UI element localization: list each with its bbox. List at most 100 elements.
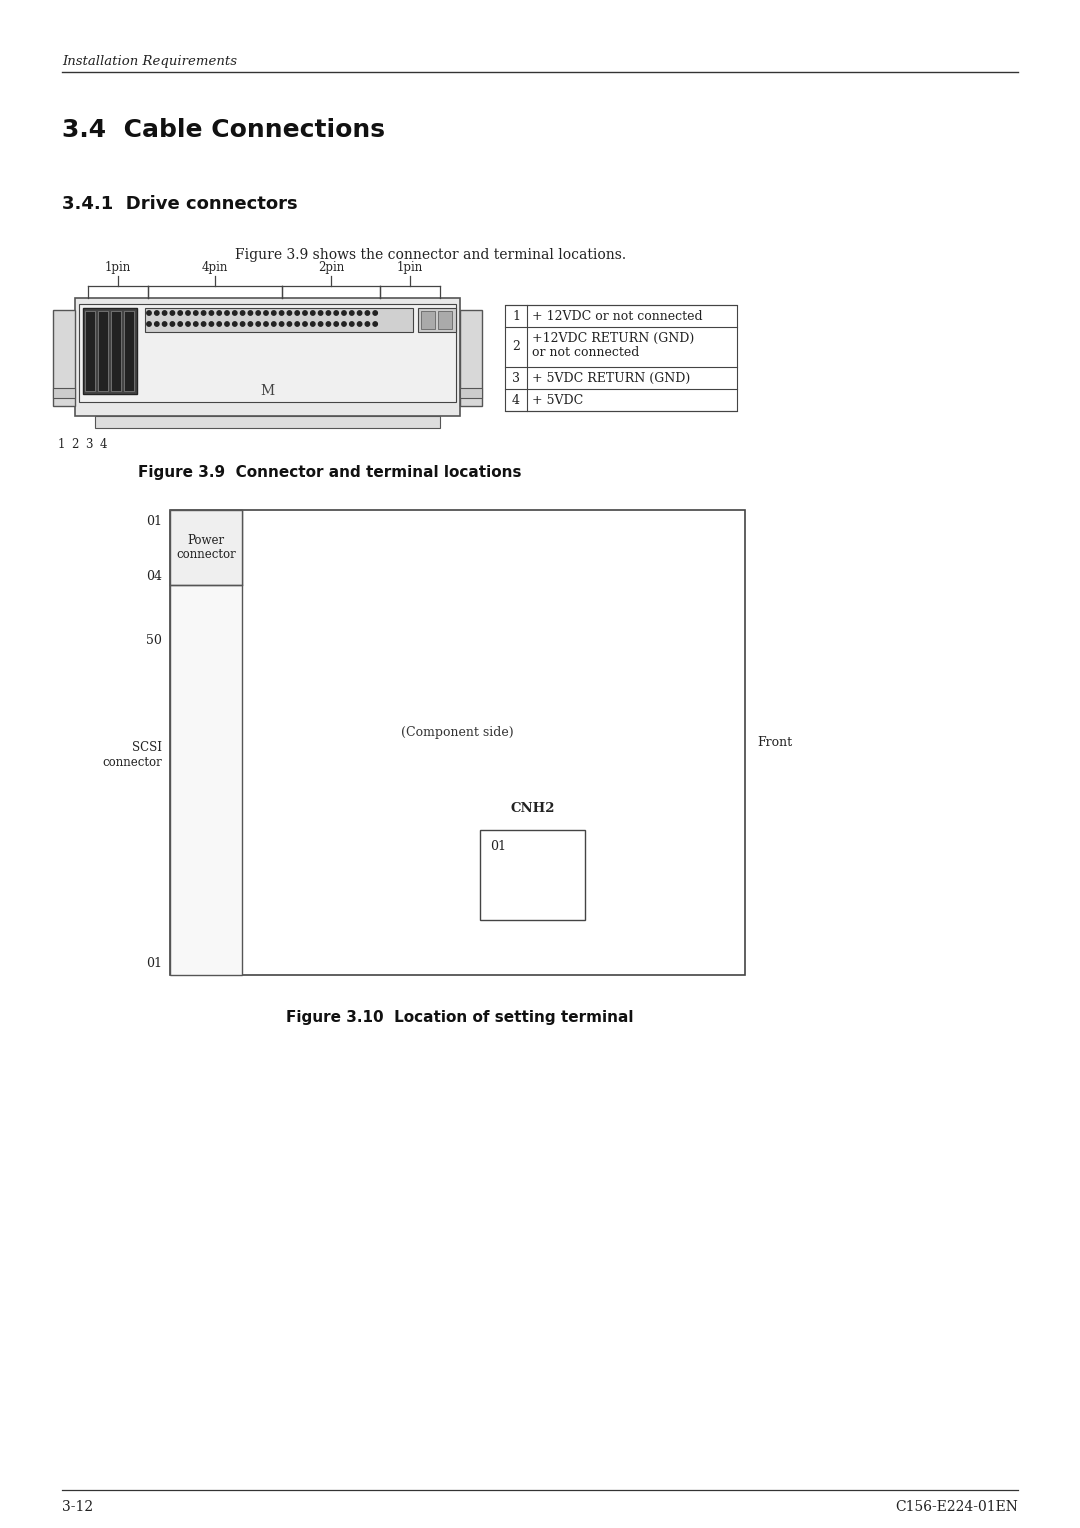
Bar [460,310,482,406]
Bar [124,312,134,391]
Circle shape [365,322,369,325]
Text: 1pin: 1pin [105,261,131,274]
Circle shape [147,322,151,325]
Text: 4: 4 [99,439,107,451]
Circle shape [264,322,268,325]
Circle shape [248,310,253,315]
Text: Figure 3.10  Location of setting terminal: Figure 3.10 Location of setting terminal [286,1010,634,1025]
Circle shape [217,310,221,315]
Circle shape [225,310,229,315]
Circle shape [186,310,190,315]
Bar [170,510,242,975]
Circle shape [193,322,198,325]
Circle shape [171,310,175,315]
Circle shape [147,310,151,315]
Circle shape [210,310,214,315]
Text: CNH2: CNH2 [510,802,555,814]
Text: or not connected: or not connected [532,345,639,359]
Text: 4: 4 [512,394,519,406]
Text: 2pin: 2pin [318,261,345,274]
Circle shape [171,322,175,325]
Circle shape [154,322,159,325]
Circle shape [225,322,229,325]
Circle shape [178,310,183,315]
Text: 1pin: 1pin [396,261,423,274]
Circle shape [217,322,221,325]
Bar [418,309,456,332]
Bar [145,309,413,332]
Circle shape [295,322,299,325]
Circle shape [319,322,323,325]
Circle shape [365,310,369,315]
Circle shape [311,310,315,315]
Bar [95,416,440,428]
Text: (Component side): (Component side) [401,726,514,740]
Text: 3.4.1  Drive connectors: 3.4.1 Drive connectors [62,196,298,212]
Circle shape [280,310,284,315]
Text: 01: 01 [490,840,507,853]
Circle shape [319,310,323,315]
Bar [505,306,737,411]
Text: 2: 2 [512,341,519,353]
Circle shape [232,322,237,325]
Text: Figure 3.9  Connector and terminal locations: Figure 3.9 Connector and terminal locati… [138,465,522,480]
Circle shape [193,310,198,315]
Text: 01: 01 [146,515,162,529]
Bar [480,830,585,920]
Circle shape [326,310,330,315]
Circle shape [311,322,315,325]
Text: + 5VDC RETURN (GND): + 5VDC RETURN (GND) [532,371,690,385]
Text: 3: 3 [85,439,93,451]
Circle shape [154,310,159,315]
Bar [460,388,482,397]
Circle shape [178,322,183,325]
Bar [53,388,75,397]
Circle shape [287,310,292,315]
Circle shape [256,310,260,315]
Circle shape [341,310,347,315]
Bar [438,312,453,329]
Text: 01: 01 [146,957,162,970]
Text: C156-E224-01EN: C156-E224-01EN [895,1500,1018,1514]
Bar [170,510,242,585]
Bar [170,510,745,975]
Circle shape [201,322,206,325]
Text: + 12VDC or not connected: + 12VDC or not connected [532,310,703,322]
Circle shape [302,310,307,315]
Circle shape [241,310,245,315]
Text: 4pin: 4pin [202,261,228,274]
Circle shape [241,322,245,325]
Bar [111,312,121,391]
Circle shape [264,310,268,315]
Circle shape [280,322,284,325]
Circle shape [341,322,347,325]
Text: 3-12: 3-12 [62,1500,93,1514]
Text: 50: 50 [146,634,162,646]
Circle shape [162,322,166,325]
Bar [98,312,108,391]
Circle shape [350,322,354,325]
Text: 2: 2 [71,439,79,451]
Circle shape [232,310,237,315]
Text: Figure 3.9 shows the connector and terminal locations.: Figure 3.9 shows the connector and termi… [235,248,626,261]
Circle shape [357,310,362,315]
Circle shape [373,310,377,315]
Text: SCSI
connector: SCSI connector [103,741,162,769]
Text: + 5VDC: + 5VDC [532,394,583,406]
Bar [83,309,137,394]
Circle shape [271,322,276,325]
Bar [85,312,95,391]
Bar [421,312,435,329]
Circle shape [256,322,260,325]
Text: Power
connector: Power connector [176,533,235,561]
Text: 3: 3 [512,371,519,385]
Circle shape [326,322,330,325]
Bar [75,298,460,416]
Circle shape [210,322,214,325]
Circle shape [248,322,253,325]
Circle shape [295,310,299,315]
Circle shape [186,322,190,325]
Text: 04: 04 [146,570,162,584]
Circle shape [350,310,354,315]
Circle shape [302,322,307,325]
